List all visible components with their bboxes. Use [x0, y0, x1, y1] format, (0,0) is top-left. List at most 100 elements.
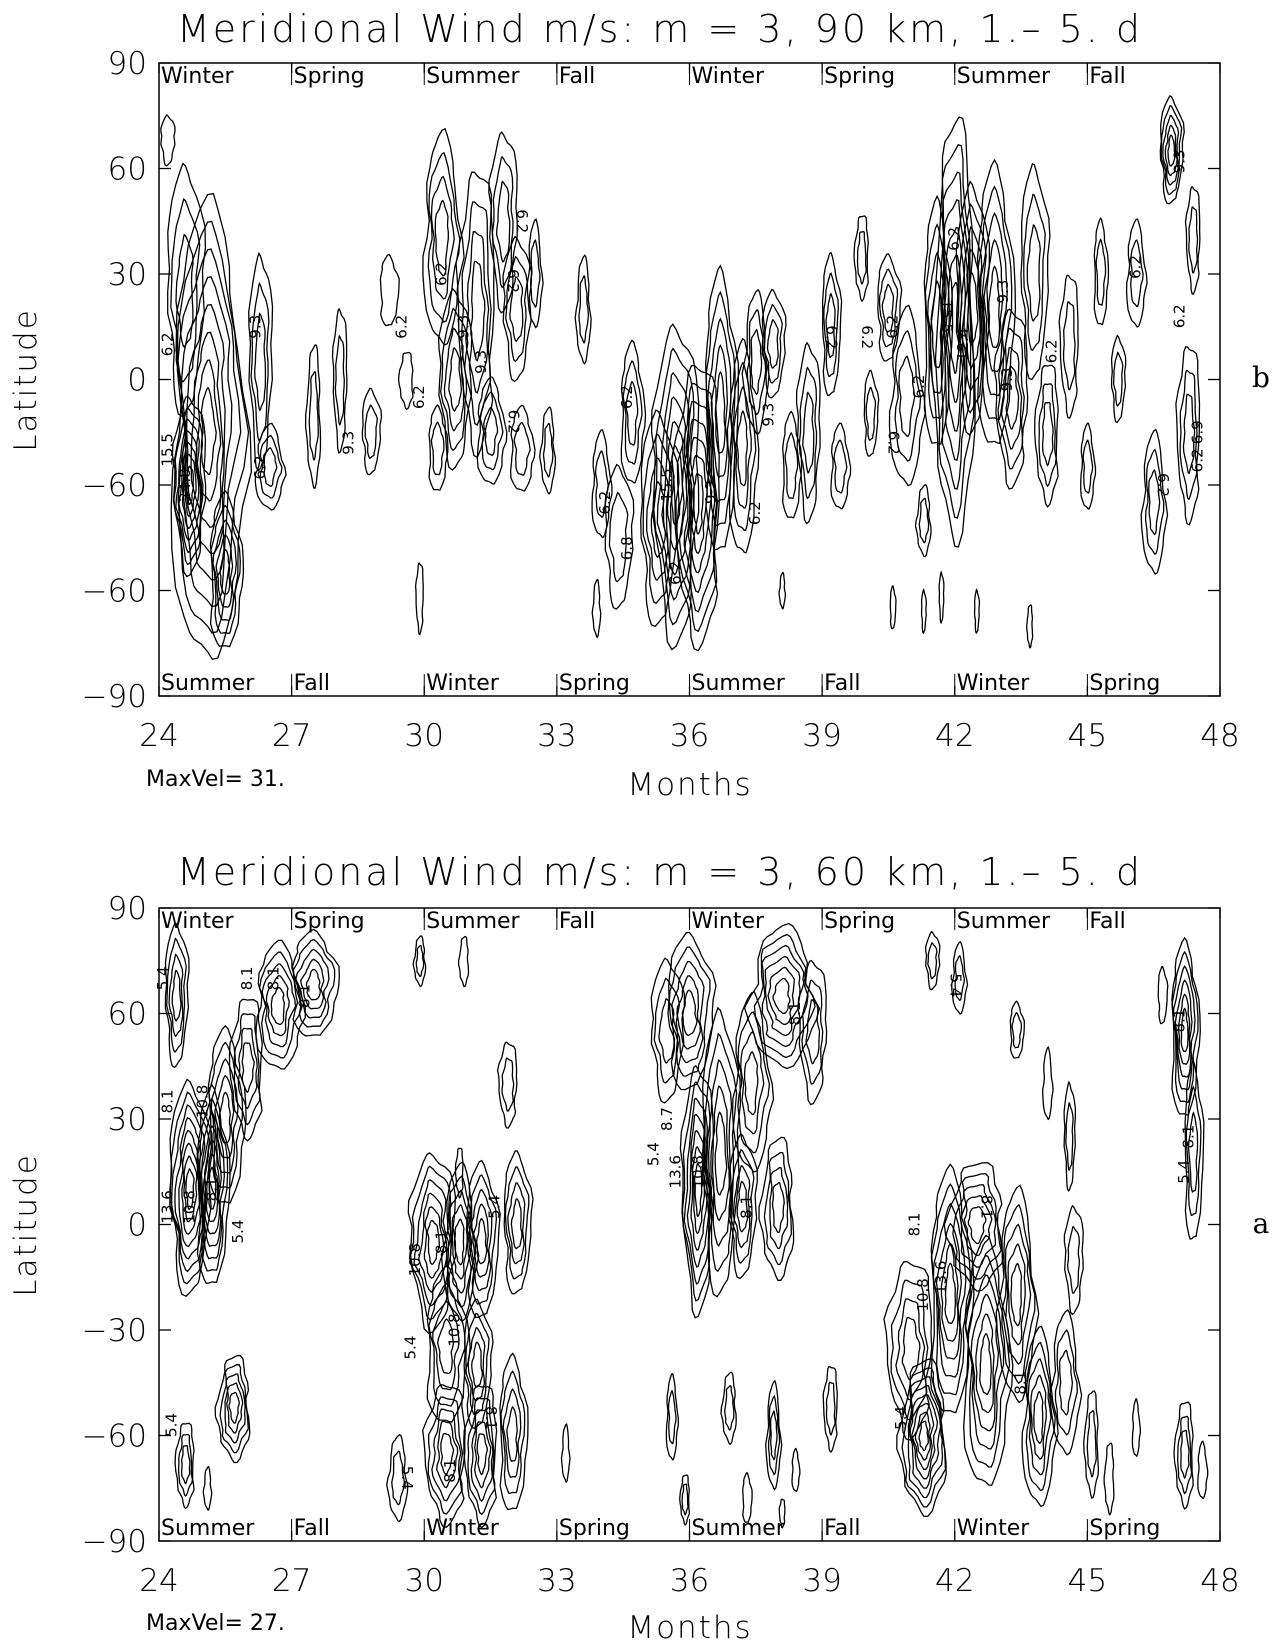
- contour-line: [1027, 1358, 1052, 1476]
- contour-line: [687, 436, 713, 574]
- contour-line: [753, 933, 816, 1059]
- contour-line: [778, 571, 787, 610]
- contour-line: [665, 1373, 679, 1461]
- contour-line: [1093, 216, 1110, 326]
- contour-line: [863, 369, 880, 457]
- contour-line: [784, 431, 799, 500]
- contour-line: [625, 380, 639, 446]
- contour-line: [202, 1465, 213, 1512]
- contour-line: [1030, 1374, 1047, 1460]
- contour-line: [1034, 364, 1059, 508]
- contour-line: [178, 1129, 204, 1248]
- contour-value-label: 6.2: [410, 385, 428, 409]
- contour-line: [1020, 162, 1051, 381]
- contour-line: [205, 1152, 219, 1223]
- y-axis-ticks: 90 60 30 0 −60 −60 −90: [82, 46, 1220, 715]
- contour-line: [1179, 369, 1198, 501]
- contour-line: [210, 1058, 239, 1174]
- x-tick-label: 45: [1068, 718, 1107, 754]
- contour-line: [1177, 1415, 1193, 1495]
- contour-line: [509, 275, 524, 343]
- contour-line: [501, 1057, 515, 1112]
- contour-value-label: 6.2: [393, 315, 411, 339]
- contour-line: [952, 1173, 1002, 1280]
- season-labels-top: Winter Spring Summer Fall Winter Spring Summer…: [158, 908, 1126, 934]
- contour-line: [467, 1327, 486, 1402]
- contour-value-label: 13.6: [932, 1261, 950, 1294]
- season-label-bottom: Spring: [559, 1516, 630, 1541]
- contour-line: [510, 1198, 523, 1250]
- contour-value-label: 5.4: [892, 1406, 910, 1430]
- contour-line: [692, 472, 704, 535]
- contour-line: [679, 1474, 690, 1526]
- contour-value-label: 6.2: [858, 325, 876, 349]
- contour-line: [1144, 448, 1165, 556]
- contour-line: [676, 382, 719, 633]
- contour-line: [995, 1184, 1040, 1404]
- contour-line: [705, 290, 736, 527]
- contour-line: [1187, 1111, 1199, 1193]
- y-tick-label: 60: [108, 997, 147, 1033]
- contour-line: [1065, 1101, 1074, 1172]
- contour-line: [430, 421, 445, 476]
- contour-line: [1197, 1440, 1209, 1500]
- contour-line: [714, 1111, 728, 1196]
- contour-line: [940, 1242, 959, 1342]
- contour-line: [185, 1167, 195, 1210]
- contour-line: [701, 1006, 742, 1298]
- contour-value-label: 10.8: [914, 1278, 932, 1311]
- contour-line: [1063, 1204, 1084, 1316]
- contour-line: [740, 1031, 765, 1135]
- contour-line: [771, 1182, 785, 1234]
- contour-line: [414, 562, 424, 636]
- contour-line: [237, 1027, 258, 1110]
- contour-line: [170, 192, 252, 661]
- contour-line: [705, 264, 740, 551]
- panel-b-90km: Meridional Wind m/s: m = 3, 90 km, 1.– 5…: [8, 7, 1270, 803]
- contour-line: [1086, 1410, 1097, 1478]
- contour-line: [943, 226, 967, 432]
- contour-value-label: 9.3: [472, 350, 490, 374]
- contour-line: [944, 1262, 956, 1325]
- x-tick-label: 39: [802, 718, 841, 754]
- contour-line: [1005, 365, 1020, 430]
- contour-line: [474, 1421, 492, 1489]
- contour-line: [170, 197, 201, 383]
- contour-line: [465, 1312, 490, 1416]
- contour-line: [1010, 1262, 1023, 1327]
- contour-line: [706, 1058, 733, 1247]
- contour-line: [1171, 936, 1201, 1116]
- y-tick-label: 30: [108, 1102, 147, 1138]
- x-tick-label: 42: [935, 718, 974, 754]
- contour-line: [765, 1379, 783, 1491]
- contour-line: [1042, 1046, 1054, 1121]
- panel-letter: a: [1253, 1207, 1270, 1240]
- y-tick-label: 0: [127, 1208, 147, 1244]
- contour-value-label: 9.3: [994, 280, 1012, 304]
- contour-line: [1180, 1007, 1189, 1053]
- contour-line: [250, 281, 270, 442]
- contour-line: [1054, 1329, 1078, 1436]
- contour-line: [241, 1042, 255, 1094]
- contour-line: [690, 1129, 708, 1252]
- contour-line: [907, 1376, 944, 1499]
- contour-line: [689, 455, 708, 555]
- contour-value-label: 5.4: [398, 1466, 416, 1490]
- contour-line: [830, 422, 852, 510]
- contour-line: [737, 1011, 771, 1154]
- contour-label-layer: 6.215.524.89.36.29.36.26.26.29.39.36.26.…: [158, 150, 1206, 585]
- contour-line: [212, 519, 237, 621]
- contour-line: [258, 951, 303, 1059]
- contour-line: [686, 1113, 710, 1268]
- contour-line: [574, 254, 592, 365]
- y-tick-label: 90: [108, 46, 147, 82]
- contour-line: [427, 1396, 464, 1515]
- contour-line: [743, 922, 821, 1070]
- contour-line: [1185, 1085, 1202, 1217]
- contour-line: [428, 1282, 466, 1407]
- season-label-bottom: Spring: [559, 671, 630, 696]
- contour-line: [454, 1147, 464, 1199]
- contour-line: [422, 1384, 466, 1529]
- contour-line: [463, 1385, 498, 1529]
- contour-line: [977, 185, 1013, 421]
